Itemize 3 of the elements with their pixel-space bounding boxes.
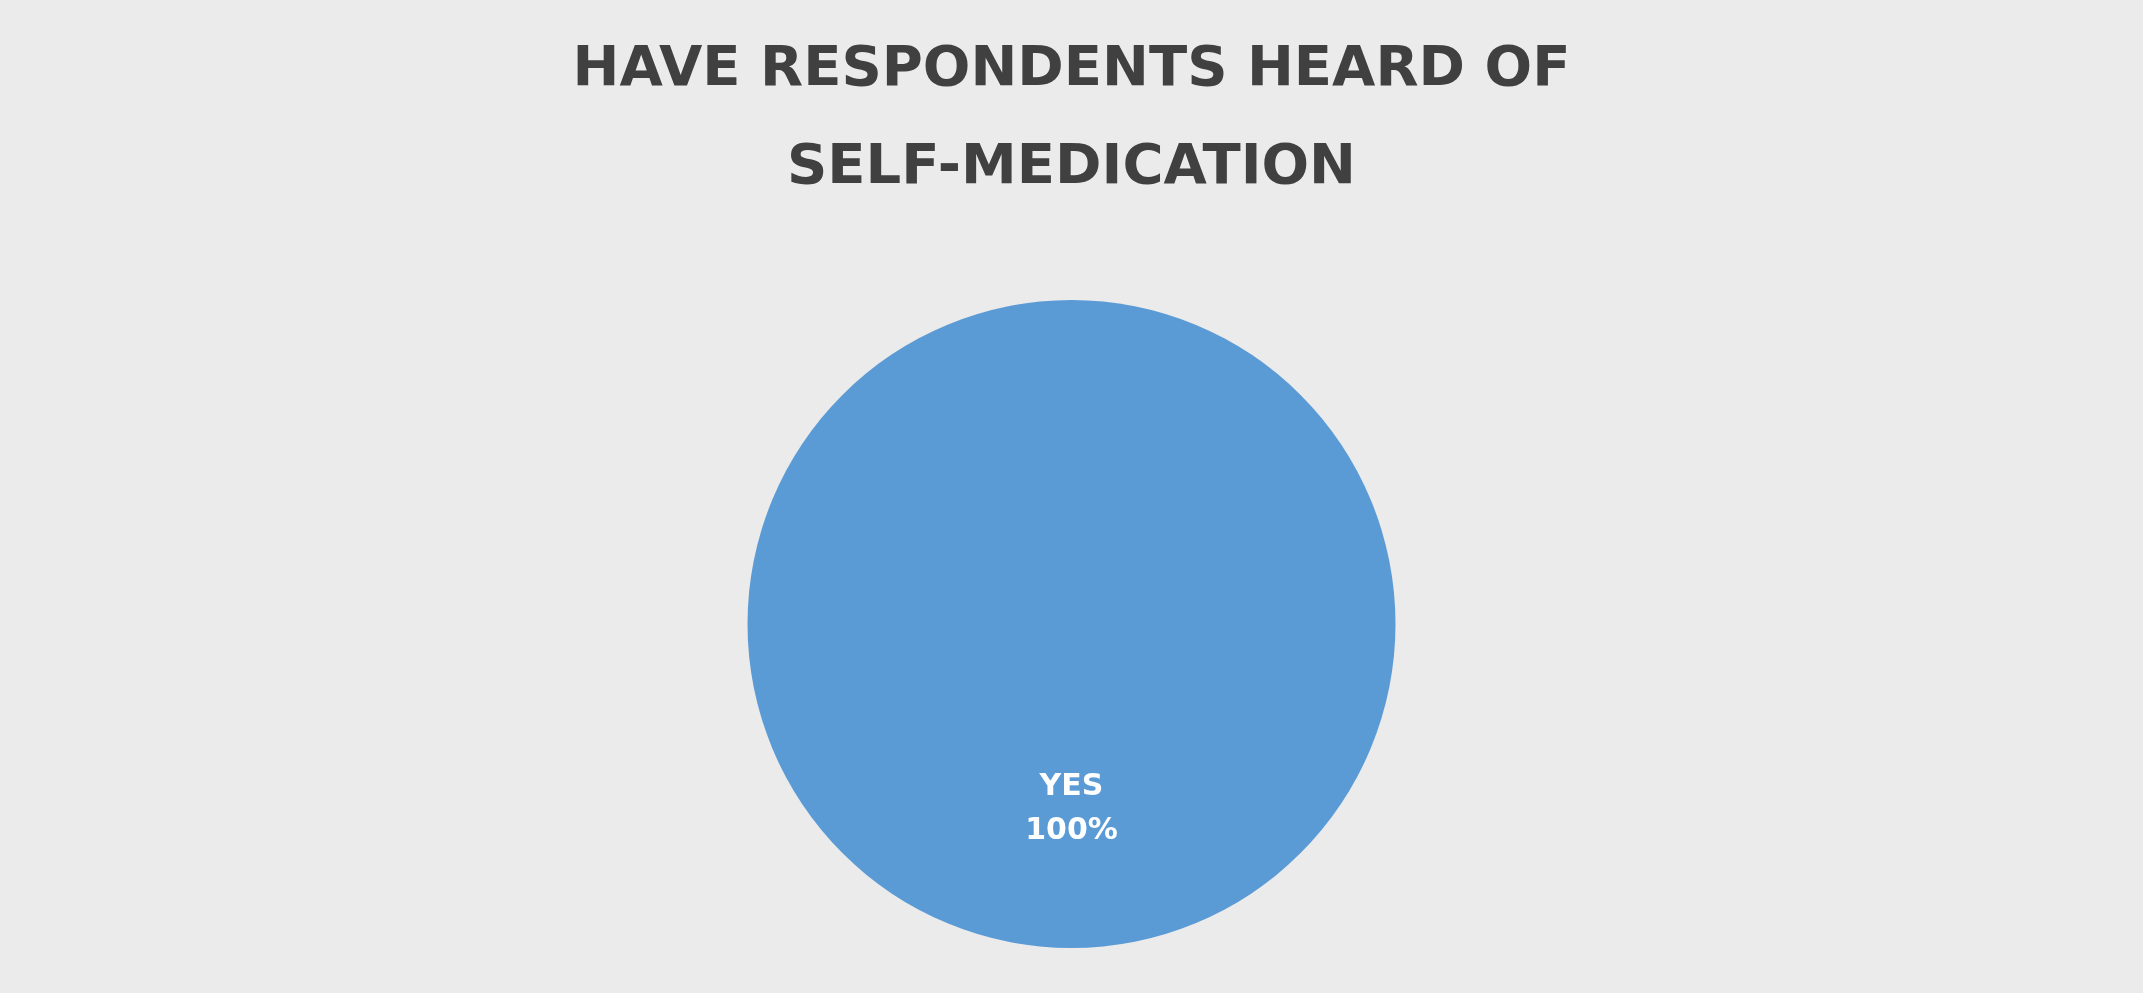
data-label: 100% [1025, 811, 1118, 846]
chart-title: HAVE RESPONDENTS HEARD OF SELF-MEDICATION [572, 33, 1571, 196]
slice-label: YES [1038, 767, 1104, 802]
